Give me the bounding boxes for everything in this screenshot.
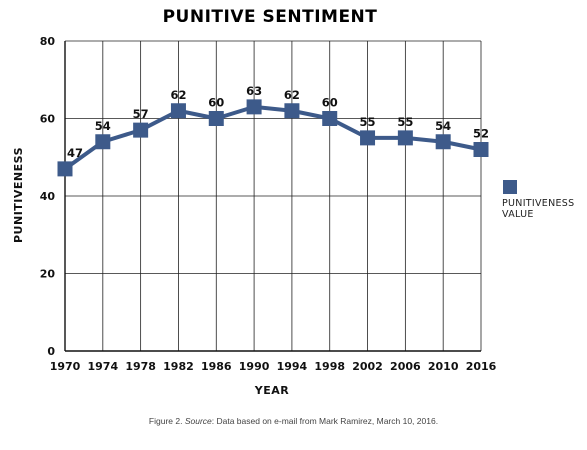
legend-label-line2: VALUE (502, 209, 534, 220)
data-point (473, 142, 489, 157)
y-axis-label: PUNITIVENESS (12, 147, 25, 243)
axes (64, 41, 481, 352)
data-point (435, 134, 451, 150)
legend: PUNITIVENESS VALUE (502, 180, 574, 220)
caption-text: : Data based on e-mail from Mark Ramirez… (211, 416, 439, 426)
caption-prefix: Figure 2. (148, 416, 185, 426)
data-label: 57 (133, 107, 149, 121)
x-tick-label: 2006 (390, 360, 421, 373)
grid (64, 40, 482, 352)
x-tick-label: 1974 (88, 360, 119, 373)
y-tick-label: 80 (40, 35, 56, 48)
data-label: 60 (322, 96, 338, 110)
data-point (170, 103, 186, 119)
data-label: 54 (435, 119, 451, 133)
data-label: 62 (284, 88, 300, 102)
data-point (133, 122, 149, 138)
y-tick-label: 20 (40, 268, 56, 281)
x-tick-label: 1970 (50, 360, 81, 373)
legend-swatch (503, 180, 517, 194)
y-tick-label: 0 (47, 345, 55, 358)
data-label: 54 (95, 119, 111, 133)
data-label: 55 (360, 115, 376, 129)
data-point (322, 111, 338, 126)
series-punitiveness (57, 99, 489, 177)
data-label: 60 (208, 96, 224, 110)
x-tick-label: 1994 (277, 360, 308, 373)
data-label: 63 (246, 84, 262, 98)
data-point (246, 99, 262, 115)
legend-label-line1: PUNITIVENESS (502, 198, 574, 209)
x-tick-label: 2002 (352, 360, 383, 373)
data-labels: 47 54 57 62 60 63 62 60 55 55 54 52 (67, 84, 489, 160)
x-axis-label: YEAR (254, 384, 289, 397)
tick-labels: 0 20 40 60 80 1970 1974 1978 1982 1986 1990 1994 199… (40, 35, 497, 373)
x-tick-label: 1990 (239, 360, 270, 373)
x-tick-label: 1998 (314, 360, 345, 373)
chart-title: PUNITIVE SENTIMENT (163, 7, 378, 27)
data-point (57, 161, 73, 177)
y-tick-label: 40 (40, 190, 56, 203)
data-label: 55 (397, 115, 413, 129)
data-label: 52 (473, 127, 489, 141)
x-tick-label: 1986 (201, 360, 232, 373)
data-point (360, 130, 376, 146)
data-label: 47 (67, 146, 83, 160)
y-tick-label: 60 (40, 113, 56, 126)
x-tick-label: 2010 (428, 360, 459, 373)
data-point (397, 130, 413, 146)
x-tick-label: 1982 (163, 360, 194, 373)
caption-source-word: Source (184, 416, 212, 426)
series-line (63, 104, 482, 171)
x-tick-label: 1978 (125, 360, 156, 373)
data-point (208, 111, 224, 126)
data-point (95, 134, 111, 150)
figure-caption: Figure 2. Source: Data based on e-mail f… (0, 416, 587, 426)
x-tick-label: 2016 (466, 360, 497, 373)
data-point (284, 103, 300, 119)
data-label: 62 (170, 88, 186, 102)
